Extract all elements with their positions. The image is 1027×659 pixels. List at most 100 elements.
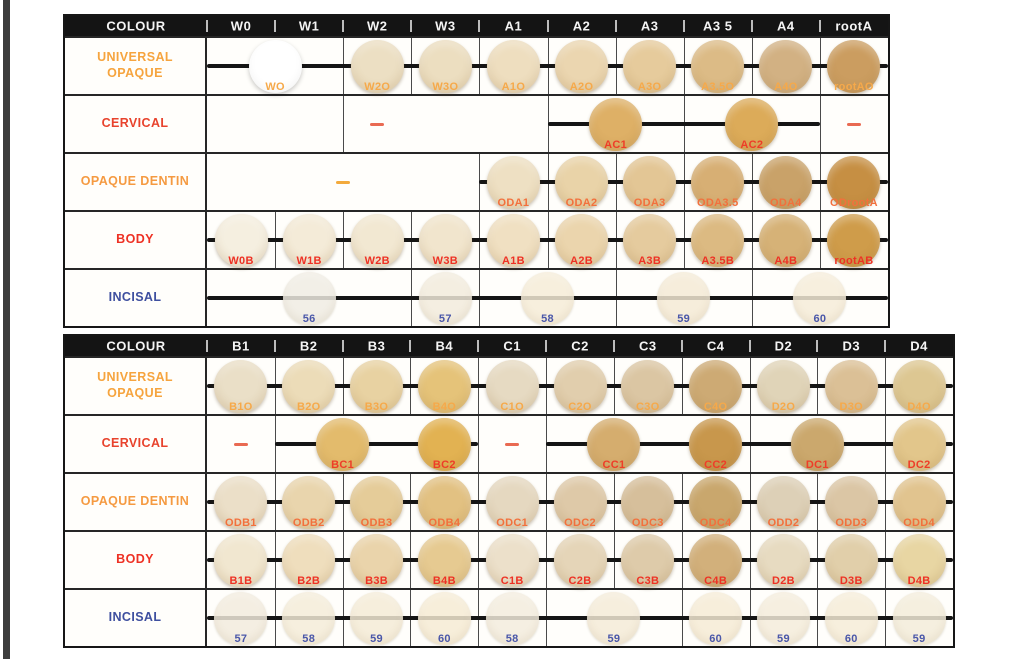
column-header-label: B1 <box>232 338 250 354</box>
header-separator <box>682 20 685 32</box>
swatch-label: D3B <box>839 575 863 587</box>
shade-swatch-bc2 <box>417 418 471 471</box>
row-label-cell: UNIVERSAL OPAQUE <box>65 358 207 414</box>
swatch-label: ODA4 <box>769 197 802 209</box>
swatch-label: A3.5O <box>701 81 735 93</box>
swatch-label: 59 <box>912 633 926 645</box>
shade-swatch-oda3 <box>623 156 677 209</box>
shade-swatch-w3o <box>418 40 472 93</box>
swatch-label: ODC3 <box>631 517 664 529</box>
swatch-label: B4B <box>432 575 456 587</box>
shade-swatch-odc1 <box>485 476 539 529</box>
shade-tab-wire <box>546 442 953 446</box>
column-header-label: B3 <box>367 338 386 354</box>
shade-tab-wire <box>207 64 888 68</box>
shade-swatch-59 <box>350 592 404 645</box>
shade-swatch-59 <box>756 592 810 645</box>
row-label: INCISAL <box>108 610 162 625</box>
header-separator <box>612 340 615 352</box>
shade-swatch-odc3 <box>621 476 675 529</box>
swatch-label: AC2 <box>740 139 764 151</box>
swatch-label: WO <box>265 81 285 93</box>
row-label-cell: INCISAL <box>65 270 207 326</box>
column-header-label: D4 <box>910 338 928 354</box>
header-separator <box>748 340 751 352</box>
not-available-dash <box>233 442 248 446</box>
shade-tab-wire <box>207 238 888 242</box>
shade-swatch-c1b <box>485 534 539 587</box>
swatch-label: ODB2 <box>292 517 325 529</box>
shade-swatch-58 <box>521 272 574 325</box>
swatch-label: W1B <box>296 255 322 267</box>
swatch-label: 58 <box>302 633 316 645</box>
shade-swatch-odd4 <box>892 476 946 529</box>
row-label: UNIVERSAL OPAQUE <box>97 50 173 80</box>
header-separator <box>545 340 548 352</box>
shade-swatch-b4b <box>417 534 471 587</box>
shade-swatch-60 <box>793 272 847 325</box>
row-label: CERVICAL <box>101 116 169 131</box>
not-available-dash <box>336 180 351 184</box>
shade-swatch-57 <box>418 272 472 325</box>
row-label: UNIVERSAL OPAQUE <box>97 370 173 400</box>
header-separator <box>342 20 345 32</box>
shade-swatch-ac2 <box>725 98 779 151</box>
shade-swatch-58 <box>282 592 336 645</box>
swatch-label: A3B <box>638 255 662 267</box>
shade-tab-wire <box>207 616 953 620</box>
shade-swatch-57 <box>214 592 268 645</box>
swatch-label: rootAO <box>834 81 874 93</box>
cell-divider <box>819 96 821 152</box>
shade-swatch-a4o <box>759 40 813 93</box>
row-label: OPAQUE DENTIN <box>80 174 190 189</box>
header-separator <box>274 20 277 32</box>
shade-swatch-odroota <box>827 156 881 209</box>
shade-swatch-d2o <box>756 360 810 413</box>
shade-swatch-b3o <box>350 360 404 413</box>
swatch-label: BC2 <box>432 459 456 471</box>
shade-swatch-56 <box>282 272 336 325</box>
swatch-label: B2O <box>296 401 321 413</box>
shade-swatch-b1o <box>214 360 268 413</box>
swatch-label: ODA1 <box>497 197 530 209</box>
shade-row: UNIVERSAL OPAQUE WO W2O W3O A1O A2O A3O A3.5O A4… <box>65 36 888 94</box>
shade-swatch-d3b <box>824 534 878 587</box>
swatch-label: B2B <box>297 575 321 587</box>
column-header-label: C1 <box>503 338 521 354</box>
shade-swatch-b3b <box>350 534 404 587</box>
cell-divider <box>343 96 345 152</box>
shade-tab-wire <box>547 122 820 126</box>
shade-row: BODY B1B B2B B3B B4B C1B C2B C3B C4B D2B D3B D4B <box>65 530 953 588</box>
header-separator <box>614 20 617 32</box>
shade-swatch-odb2 <box>282 476 336 529</box>
shade-swatch-c1o <box>485 360 539 413</box>
column-header-label: D2 <box>774 338 793 354</box>
swatch-label: D4B <box>907 575 931 587</box>
swatch-label: A2B <box>570 255 593 267</box>
swatch-label: ODB3 <box>360 517 393 529</box>
row-label-cell: INCISAL <box>65 590 207 646</box>
shade-swatch-a4b <box>759 214 813 267</box>
shade-row: CERVICAL AC1 AC2 <box>65 94 888 152</box>
column-header-label: A2 <box>572 18 591 34</box>
swatch-label: C2O <box>568 401 592 413</box>
swatch-label: ODC4 <box>699 517 732 529</box>
shade-swatch-c4o <box>689 360 743 413</box>
column-header-label: C3 <box>639 338 657 354</box>
swatch-label: ODB1 <box>225 517 257 529</box>
swatch-label: A4B <box>774 255 798 267</box>
shade-swatch-dc2 <box>892 418 946 471</box>
column-header-label: A3 <box>640 18 659 34</box>
shade-row: OPAQUE DENTIN ODB1 ODB2 ODB3 ODB4 ODC1 ODC2 ODC… <box>65 472 953 530</box>
shade-swatch-58 <box>485 592 539 645</box>
swatch-label: 60 <box>709 633 723 645</box>
shade-table-wa: COLOUR W0 W1 W2 W3 A1 A2 A3 A3 5 A4 rootA UNIVERSAL… <box>63 14 890 328</box>
header-separator <box>409 340 412 352</box>
shade-swatch-59 <box>587 592 641 645</box>
shade-swatch-d2b <box>756 534 810 587</box>
swatch-label: B1O <box>229 401 253 413</box>
shade-swatch-b2b <box>282 534 336 587</box>
shade-swatch-59 <box>892 592 946 645</box>
shade-swatch-odb3 <box>350 476 404 529</box>
shade-swatch-60 <box>824 592 878 645</box>
